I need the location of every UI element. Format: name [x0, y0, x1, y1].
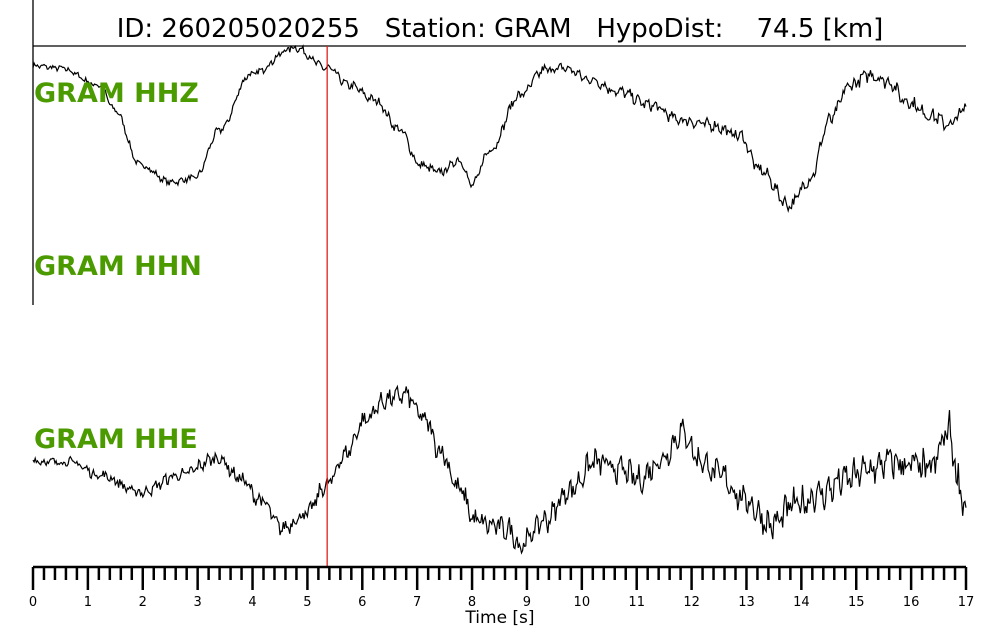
channel-labels: GRAM HHZ GRAM HHN GRAM HHE — [34, 78, 202, 455]
x-tick-label: 8 — [468, 595, 476, 610]
x-tick-label: 13 — [738, 595, 755, 610]
x-tick-label: 0 — [29, 595, 37, 610]
x-axis: 0 1 2 3 4 5 6 7 8 9 10 11 12 13 14 15 16 17 — [29, 565, 975, 610]
x-tick-label: 1 — [84, 595, 92, 610]
traces — [32, 44, 967, 555]
x-tick-label: 16 — [903, 595, 920, 610]
x-tick-label: 9 — [523, 595, 531, 610]
x-tick-label: 3 — [194, 595, 202, 610]
chart-title: ID: 260205020255 Station: GRAM HypoDist:… — [117, 14, 884, 44]
channel-label-gram-hhe: GRAM HHE — [34, 424, 198, 455]
channel-label-gram-hhn: GRAM HHN — [34, 251, 202, 282]
x-axis-label: Time [s] — [464, 608, 534, 628]
x-tick-label: 7 — [413, 595, 421, 610]
x-tick-label: 5 — [303, 595, 311, 610]
x-tick-label: 2 — [139, 595, 147, 610]
x-tick-label: 11 — [628, 595, 645, 610]
x-tick-label: 14 — [793, 595, 810, 610]
channel-label-gram-hhz: GRAM HHZ — [34, 78, 199, 109]
x-tick-label: 12 — [683, 595, 700, 610]
x-tick-label: 4 — [248, 595, 256, 610]
x-tick-label: 10 — [574, 595, 591, 610]
x-tick-label: 6 — [358, 595, 366, 610]
x-tick-label: 17 — [958, 595, 975, 610]
trace-gram-hhz — [32, 44, 967, 213]
trace-gram-hhe — [32, 384, 967, 555]
x-tick-label: 15 — [848, 595, 865, 610]
